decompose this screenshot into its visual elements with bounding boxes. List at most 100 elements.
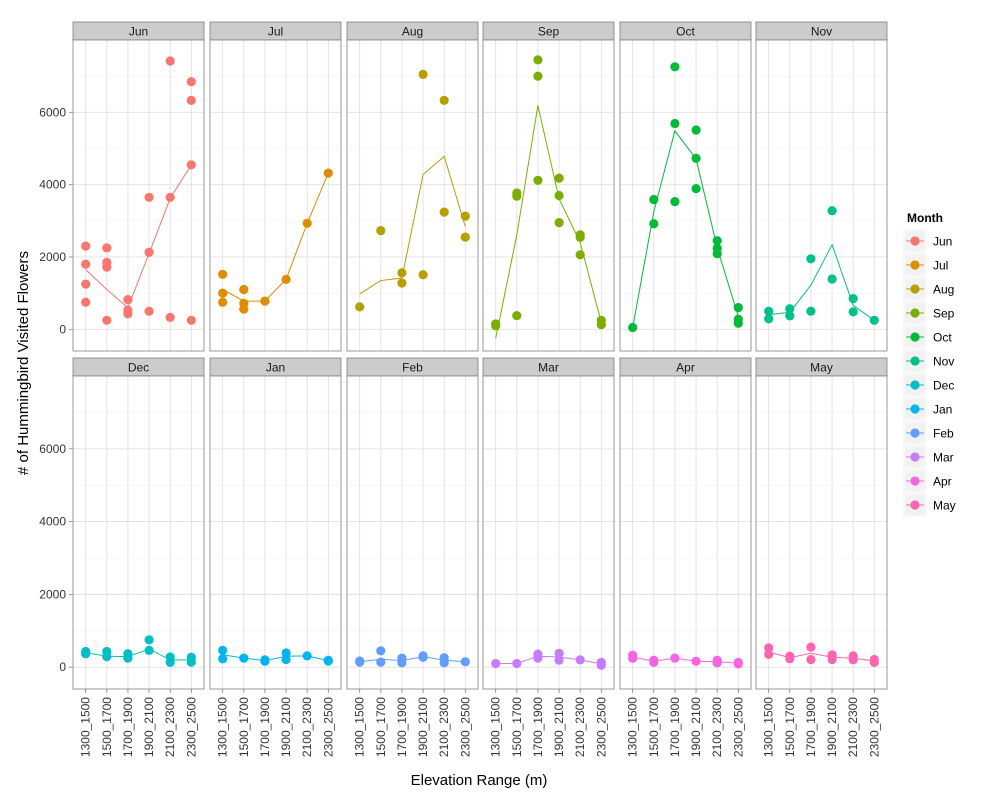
data-point — [670, 62, 680, 72]
data-point — [123, 309, 133, 319]
data-point — [439, 207, 449, 217]
x-tick-label: 1700_1900 — [804, 697, 818, 757]
legend-point-glyph — [910, 260, 920, 270]
strip-label: Sep — [538, 25, 560, 39]
x-tick-label: 1700_1900 — [258, 697, 272, 757]
data-point — [827, 274, 837, 284]
data-point — [649, 657, 659, 668]
data-point — [239, 653, 249, 663]
legend-point-glyph — [910, 308, 920, 318]
data-point — [491, 321, 501, 331]
data-point — [218, 288, 228, 298]
panel-border — [209, 375, 342, 690]
panels-layer: Jun 0 2000 4000 6000 Jul Aug Sep Oct Nov Dec 0 2000 4… — [39, 21, 888, 757]
data-point — [533, 55, 543, 65]
x-tick-label: 1700_1900 — [531, 697, 545, 757]
legend-point-glyph — [910, 332, 920, 342]
strip-label: Jan — [266, 361, 285, 375]
legend-point-glyph — [910, 476, 920, 486]
data-point — [785, 304, 795, 314]
y-tick-label: 0 — [59, 660, 66, 674]
legend-point-glyph — [910, 404, 920, 414]
legend-point-glyph — [910, 284, 920, 294]
data-point — [439, 658, 449, 668]
x-tick-label: 2100_2300 — [437, 697, 451, 757]
x-tick-label: 1500_1700 — [374, 697, 388, 757]
data-point — [554, 173, 564, 183]
legend-item-aug: Aug — [903, 277, 954, 301]
strip-label: Mar — [538, 361, 559, 375]
x-tick-label: 1300_1500 — [762, 697, 776, 757]
data-point — [691, 153, 701, 163]
data-point — [260, 296, 270, 306]
panel-border — [619, 375, 752, 690]
strip-label: Jun — [129, 25, 148, 39]
data-point — [123, 295, 133, 305]
data-point — [281, 648, 291, 658]
strip-label: Apr — [676, 361, 695, 375]
data-point — [302, 218, 312, 228]
legend-label: Nov — [933, 355, 954, 369]
panel-dec: Dec 0 2000 4000 6000 1300_1500 1500_1700 1700_1… — [39, 357, 205, 757]
strip-label: May — [810, 361, 833, 375]
x-tick-label: 2100_2300 — [846, 697, 860, 757]
legend-label: Oct — [933, 331, 952, 345]
data-point — [165, 192, 175, 202]
data-point — [165, 56, 175, 66]
data-point — [376, 646, 386, 656]
strip-label: Aug — [402, 25, 423, 39]
x-tick-label: 2100_2300 — [573, 697, 587, 757]
data-point — [869, 315, 879, 325]
mean-line-aug — [359, 155, 466, 295]
x-tick-label: 2300_2500 — [731, 697, 745, 757]
data-point — [733, 303, 743, 313]
data-point — [628, 653, 638, 664]
legend-item-jun: Jun — [903, 229, 952, 253]
plot-background — [620, 40, 751, 351]
x-tick-label: 1900_2100 — [416, 697, 430, 757]
data-point — [764, 314, 774, 324]
data-point — [102, 315, 112, 325]
panel-feb: Feb 1300_1500 1500_1700 1700_1900 1900_2100 2… — [346, 357, 479, 757]
data-point — [533, 175, 543, 185]
legend-point-glyph — [910, 452, 920, 462]
data-point — [218, 297, 228, 307]
x-tick-label: 1300_1500 — [353, 697, 367, 757]
data-point — [827, 654, 837, 665]
legend-label: Jan — [933, 403, 952, 417]
x-tick-label: 2100_2300 — [300, 697, 314, 757]
data-point — [733, 659, 743, 669]
x-tick-label: 1900_2100 — [279, 697, 293, 757]
data-point — [81, 649, 91, 659]
x-tick-label: 2100_2300 — [710, 697, 724, 757]
data-point — [144, 645, 154, 656]
y-tick-label: 4000 — [39, 178, 66, 192]
data-point — [144, 192, 154, 202]
legend-label: Feb — [933, 427, 954, 441]
data-point — [165, 312, 175, 322]
legend: Month Jun Jul Aug Sep Oct Nov Dec Jan Feb Mar Apr M… — [903, 211, 956, 517]
data-point — [186, 315, 196, 325]
legend-item-apr: Apr — [903, 469, 952, 493]
data-point — [554, 648, 564, 658]
x-tick-label: 1300_1500 — [79, 697, 93, 757]
data-point — [691, 184, 701, 194]
data-point — [281, 274, 291, 284]
y-tick-label: 0 — [59, 322, 66, 336]
plot-background — [73, 40, 204, 351]
x-tick-label: 1900_2100 — [689, 697, 703, 757]
data-point — [691, 656, 701, 666]
plot-background — [347, 376, 478, 689]
y-axis-title: # of Hummingbird Visited Flowers — [15, 251, 32, 475]
data-point — [554, 655, 564, 665]
data-point — [186, 95, 196, 105]
data-point — [418, 652, 428, 662]
data-point — [491, 658, 501, 669]
data-point — [785, 311, 795, 321]
data-point — [102, 652, 112, 662]
data-point — [554, 218, 564, 228]
data-point — [827, 206, 837, 216]
data-point — [81, 279, 91, 289]
data-point — [691, 125, 701, 135]
data-point — [670, 197, 680, 207]
